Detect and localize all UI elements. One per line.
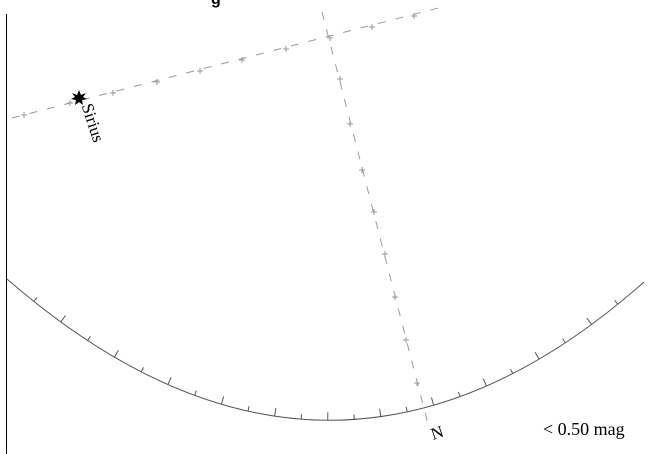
horizon-tick: [457, 391, 461, 397]
horizon-tick: [33, 297, 38, 302]
horizon-tick: [614, 299, 619, 305]
horizon-tick: [247, 406, 250, 412]
horizon-tick: [482, 378, 487, 387]
compass-north: N: [428, 422, 446, 444]
horizon-tick: [167, 377, 172, 385]
horizon-tick: [87, 336, 91, 341]
horizon-tick: [405, 406, 408, 412]
star-label: Sirius: [78, 101, 108, 145]
horizon-tick: [586, 317, 593, 325]
horizon-tick: [379, 408, 382, 417]
horizon-ticks: [33, 297, 619, 421]
horizon-tick: [220, 396, 225, 405]
horizon-tick: [140, 367, 144, 373]
horizon-tick: [562, 338, 566, 344]
horizon-tick: [194, 390, 197, 396]
horizon-tick: [534, 351, 540, 360]
horizon-tick: [60, 315, 66, 323]
horizon-tick: [430, 397, 435, 406]
horizon-tick: [113, 349, 119, 358]
horizon: [6, 278, 645, 421]
coordinate-grid: [11, 5, 447, 425]
horizon-arc: [6, 278, 645, 421]
chart-title: g: [211, 0, 221, 9]
horizon-tick: [510, 368, 514, 374]
grid-tick-marks: [21, 13, 420, 386]
magnitude-limit-label: < 0.50 mag: [543, 419, 625, 439]
grid-line-vertical: [321, 11, 429, 425]
north-label: N: [428, 422, 446, 444]
star-burst-icon: [71, 90, 87, 105]
horizon-tick: [274, 408, 277, 417]
title-strip: g: [0, 0, 649, 14]
